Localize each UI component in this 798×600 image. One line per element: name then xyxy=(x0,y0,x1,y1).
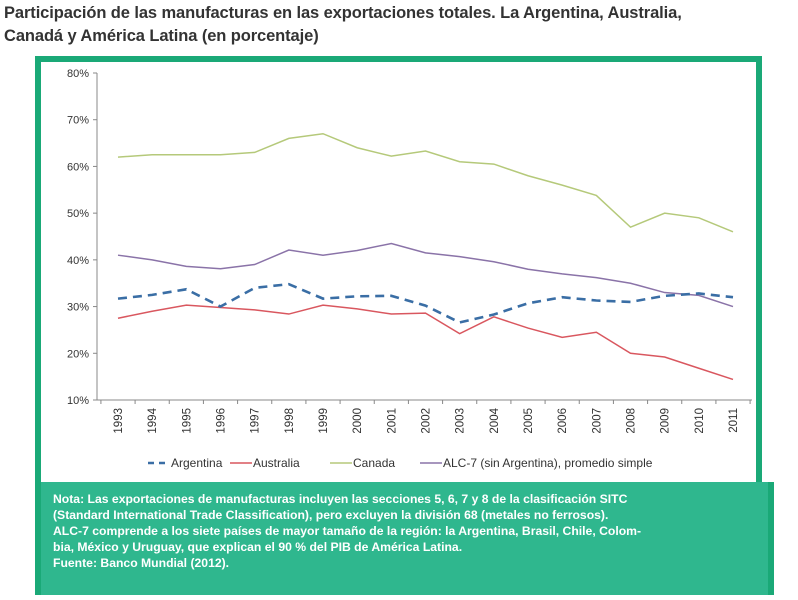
y-tick-label: 30% xyxy=(67,302,89,314)
y-tick-label: 10% xyxy=(67,395,89,407)
series-line-argentina xyxy=(117,282,734,324)
x-tick-label: 1993 xyxy=(113,408,125,434)
note-line: Nota: Las exportaciones de manufacturas … xyxy=(53,492,628,506)
note-line: ALC-7 comprende a los siete países de ma… xyxy=(53,524,642,538)
y-tick-label: 60% xyxy=(67,161,89,173)
legend-label: Argentina xyxy=(171,456,223,470)
x-tick-label: 2002 xyxy=(421,408,433,434)
series-line-alc-7 xyxy=(117,242,734,308)
title-line-1: Participación de las manufacturas en las… xyxy=(4,4,682,22)
chart-frame xyxy=(35,56,762,482)
chart-title: Participación de las manufacturas en las… xyxy=(4,2,794,48)
x-tick-label: 2001 xyxy=(386,408,398,434)
note-box: Nota: Las exportaciones de manufacturas … xyxy=(35,482,774,595)
x-tick-label: 2011 xyxy=(728,408,740,433)
note-line: (Standard International Trade Classifica… xyxy=(53,508,609,522)
y-tick-label: 50% xyxy=(67,208,89,220)
x-tick-label: 1994 xyxy=(147,407,159,433)
series-line-canada xyxy=(117,132,734,233)
note-line: bia, México y Uruguay, que explican el 9… xyxy=(53,540,463,554)
x-tick-label: 1997 xyxy=(250,408,262,434)
x-tick-label: 2008 xyxy=(626,408,638,434)
note-line: Fuente: Banco Mundial (2012). xyxy=(53,556,230,570)
legend-label: ALC-7 (sin Argentina), promedio simple xyxy=(443,456,653,470)
title-line-2: Canadá y América Latina (en porcentaje) xyxy=(4,27,319,45)
y-tick-label: 20% xyxy=(67,348,89,360)
legend-label: Canada xyxy=(353,456,395,470)
x-tick-label: 2004 xyxy=(489,407,501,433)
x-tick-label: 2005 xyxy=(523,408,535,434)
x-tick-label: 2000 xyxy=(352,408,364,434)
x-tick-label: 1996 xyxy=(216,408,228,434)
x-tick-label: 1999 xyxy=(318,408,330,434)
x-tick-label: 2007 xyxy=(591,408,603,434)
x-tick-label: 2006 xyxy=(557,408,569,434)
y-tick-label: 80% xyxy=(67,68,89,80)
x-tick-label: 2003 xyxy=(455,408,467,434)
x-tick-label: 1995 xyxy=(181,408,193,434)
series-line-australia xyxy=(117,304,734,381)
y-tick-label: 70% xyxy=(67,115,89,127)
x-tick-label: 2009 xyxy=(660,408,672,434)
legend-label: Australia xyxy=(253,456,300,470)
x-tick-label: 2010 xyxy=(694,408,706,434)
y-tick-label: 40% xyxy=(67,255,89,267)
x-tick-label: 1998 xyxy=(284,408,296,434)
